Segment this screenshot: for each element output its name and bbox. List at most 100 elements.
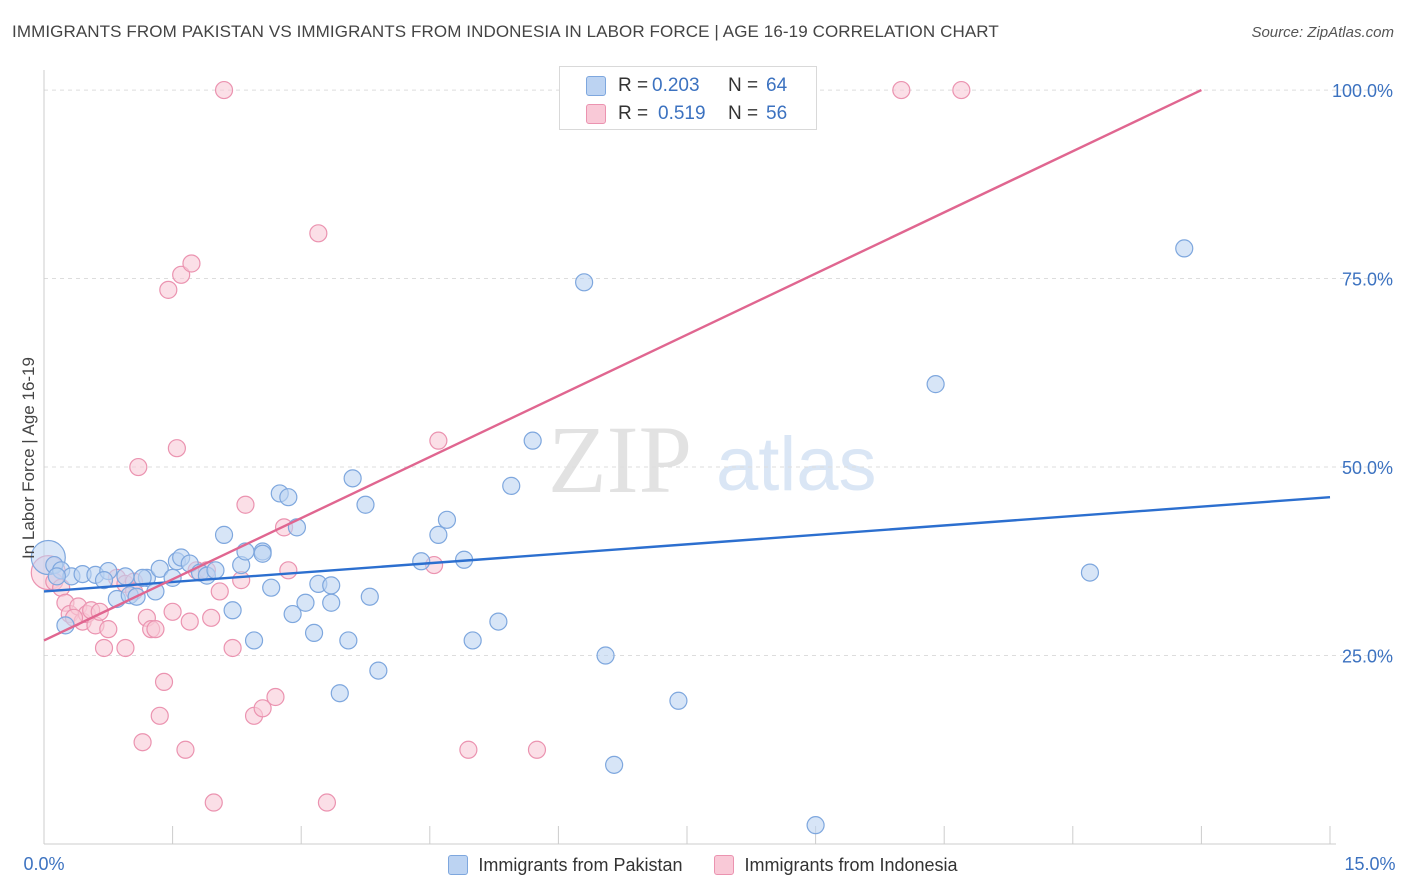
point-indonesia <box>204 793 223 812</box>
point-pakistan <box>253 544 272 563</box>
point-indonesia <box>266 687 285 707</box>
watermark-zip: ZIP <box>548 406 692 513</box>
point-pakistan <box>214 525 234 544</box>
y-tick-label: 75.0% <box>1342 270 1393 290</box>
y-axis-title: In Labor Force | Age 16-19 <box>19 357 38 559</box>
trend-lines <box>43 88 1331 642</box>
stats-r-label: R = <box>618 75 649 96</box>
point-pakistan <box>163 568 182 587</box>
point-pakistan <box>463 631 482 650</box>
legend-label-pakistan: Immigrants from Pakistan <box>478 854 683 875</box>
point-pakistan <box>150 559 169 578</box>
point-pakistan <box>437 510 457 529</box>
y-tick-label: 50.0% <box>1342 458 1393 478</box>
point-indonesia <box>180 612 199 631</box>
point-pakistan <box>322 593 341 612</box>
point-pakistan <box>223 601 242 620</box>
point-pakistan <box>523 431 542 450</box>
point-pakistan <box>339 631 358 650</box>
chart-title: IMMIGRANTS FROM PAKISTAN VS IMMIGRANTS F… <box>12 22 999 41</box>
point-indonesia <box>210 582 229 601</box>
point-indonesia <box>163 602 182 621</box>
point-pakistan <box>330 684 349 703</box>
point-pakistan <box>596 646 615 665</box>
point-pakistan <box>116 567 135 586</box>
point-pakistan <box>279 488 298 507</box>
point-indonesia <box>309 224 328 243</box>
legend-swatch-indonesia <box>714 855 735 875</box>
stats-box: R = 0.203 N = 64 R = 0.519 N = 56 <box>559 66 817 130</box>
point-pakistan <box>926 375 945 394</box>
legend: Immigrants from Pakistan Immigrants from… <box>0 852 1406 878</box>
point-indonesia <box>214 80 234 100</box>
legend-item-pakistan[interactable]: Immigrants from Pakistan <box>448 855 682 876</box>
point-pakistan <box>343 469 362 488</box>
point-indonesia <box>527 740 547 759</box>
point-pakistan <box>369 661 388 680</box>
point-indonesia <box>129 457 148 477</box>
point-pakistan <box>206 561 225 580</box>
point-indonesia <box>223 638 242 658</box>
point-indonesia <box>952 80 971 100</box>
point-pakistan <box>296 593 315 612</box>
legend-swatch-pakistan <box>448 855 469 875</box>
point-pakistan <box>669 691 688 710</box>
point-indonesia <box>167 439 186 458</box>
point-pakistan <box>429 525 448 544</box>
point-pakistan <box>322 576 341 595</box>
point-indonesia <box>146 620 165 639</box>
x-tick-label-min: 0.0% <box>23 854 64 874</box>
point-pakistan <box>806 816 825 835</box>
point-pakistan <box>244 631 264 650</box>
point-indonesia <box>236 495 255 514</box>
point-indonesia <box>429 431 448 450</box>
stats-r-indonesia: 0.519 <box>658 103 706 124</box>
point-indonesia <box>232 571 251 590</box>
point-pakistan <box>133 568 152 587</box>
trend-line-pakistan <box>43 495 1331 593</box>
point-indonesia <box>150 706 169 725</box>
point-pakistan <box>502 476 521 495</box>
stats-swatch-indonesia <box>586 104 606 124</box>
point-indonesia <box>317 793 337 812</box>
stats-n-label: N = <box>728 75 759 96</box>
point-indonesia <box>116 638 135 658</box>
point-indonesia <box>94 638 114 658</box>
y-tick-labels: 25.0% 50.0% 75.0% 100.0% <box>1332 81 1393 666</box>
y-tick-label: 100.0% <box>1332 81 1393 101</box>
point-pakistan <box>412 552 431 571</box>
point-pakistan <box>1080 563 1100 582</box>
legend-label-indonesia: Immigrants from Indonesia <box>744 854 958 875</box>
stats-r-label: R = <box>618 103 649 124</box>
point-pakistan <box>304 623 324 643</box>
point-pakistan <box>360 587 379 606</box>
point-indonesia <box>253 699 272 718</box>
point-indonesia <box>176 740 195 759</box>
point-pakistan <box>47 567 66 586</box>
point-indonesia <box>202 608 221 627</box>
point-indonesia <box>182 254 201 273</box>
stats-r-pakistan: 0.203 <box>652 75 700 96</box>
trend-line-indonesia <box>43 88 1202 642</box>
stats-swatch-pakistan <box>586 76 606 96</box>
point-pakistan <box>262 578 281 597</box>
point-pakistan <box>283 604 302 624</box>
point-pakistan <box>94 571 114 590</box>
point-pakistan <box>489 612 508 631</box>
point-indonesia <box>172 265 191 284</box>
point-pakistan <box>356 495 375 514</box>
x-tick-label-max: 15.0% <box>1344 854 1395 874</box>
legend-item-indonesia[interactable]: Immigrants from Indonesia <box>714 854 958 876</box>
point-pakistan <box>575 273 594 292</box>
stats-n-pakistan: 64 <box>766 75 788 96</box>
stats-row-pakistan: R = 0.203 N = 64 <box>560 71 787 101</box>
x-ticks <box>43 826 1331 844</box>
stats-n-label: N = <box>728 103 759 124</box>
point-indonesia <box>892 80 911 100</box>
point-indonesia <box>279 561 298 580</box>
y-tick-label: 25.0% <box>1342 647 1393 667</box>
point-pakistan <box>605 755 624 774</box>
stats-row-indonesia: R = 0.519 N = 56 <box>560 99 787 129</box>
point-indonesia <box>459 740 478 759</box>
